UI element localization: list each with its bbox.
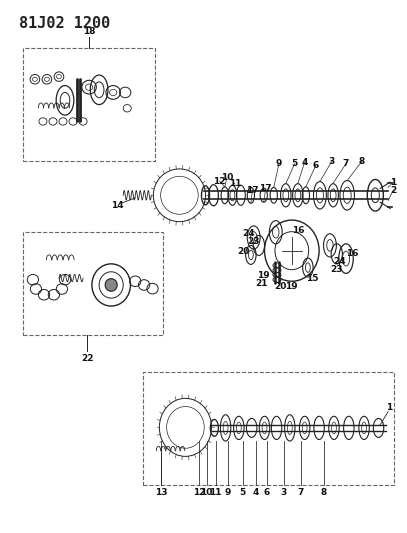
- Text: 17: 17: [259, 184, 272, 193]
- Text: 11: 11: [229, 179, 241, 188]
- Text: 23: 23: [330, 265, 343, 274]
- Text: 5: 5: [291, 159, 298, 168]
- Text: 17: 17: [246, 185, 259, 195]
- Text: 6: 6: [264, 488, 270, 497]
- Text: 18: 18: [83, 27, 95, 36]
- Text: 4: 4: [252, 488, 259, 497]
- Text: 13: 13: [155, 488, 168, 497]
- Text: 8: 8: [359, 157, 365, 166]
- Text: 14: 14: [111, 201, 123, 210]
- Text: 7: 7: [343, 159, 349, 168]
- Text: 10: 10: [201, 488, 213, 497]
- Ellipse shape: [105, 279, 117, 292]
- Text: 20: 20: [274, 282, 287, 291]
- Text: 10: 10: [221, 173, 233, 182]
- Text: 9: 9: [276, 159, 282, 168]
- Text: 23: 23: [247, 237, 260, 246]
- Text: 24: 24: [243, 229, 255, 238]
- Text: 11: 11: [209, 488, 222, 497]
- Text: 15: 15: [306, 273, 318, 282]
- Text: 3: 3: [281, 488, 287, 497]
- Text: 20: 20: [237, 247, 250, 256]
- Text: 19: 19: [256, 271, 269, 280]
- Text: 5: 5: [240, 488, 246, 497]
- Text: 1: 1: [390, 177, 396, 187]
- Text: 16: 16: [346, 249, 358, 258]
- Text: 6: 6: [313, 161, 319, 169]
- Text: 12: 12: [193, 488, 206, 497]
- Text: 9: 9: [224, 488, 231, 497]
- Text: 81J02 1200: 81J02 1200: [19, 16, 110, 31]
- Text: 8: 8: [321, 488, 327, 497]
- Text: 22: 22: [81, 354, 93, 364]
- Text: 7: 7: [298, 488, 304, 497]
- Text: 2: 2: [390, 185, 396, 195]
- Text: 12: 12: [213, 176, 226, 185]
- Text: 24: 24: [334, 257, 346, 266]
- Text: 16: 16: [291, 226, 304, 235]
- Text: 3: 3: [329, 157, 335, 166]
- Text: 1: 1: [386, 403, 392, 413]
- Text: 21: 21: [256, 279, 268, 288]
- Text: 4: 4: [302, 158, 308, 167]
- Bar: [23, 232, 163, 335]
- Text: 19: 19: [285, 282, 298, 291]
- Bar: [23, 47, 155, 161]
- Bar: [143, 372, 394, 486]
